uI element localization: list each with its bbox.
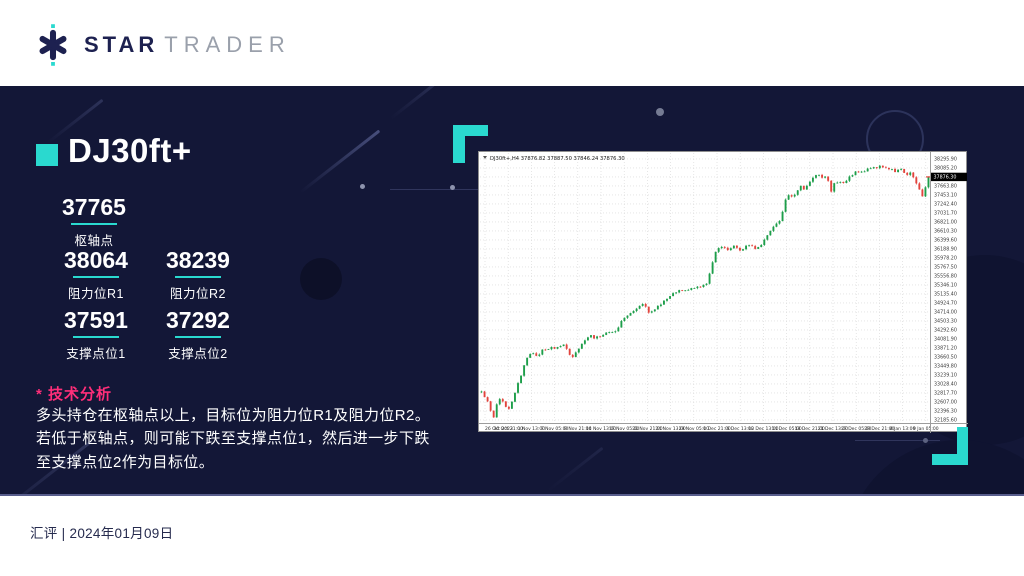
svg-text:37876.30: 37876.30 [934, 175, 957, 181]
brand-star: STAR [84, 32, 159, 57]
analysis-heading: * 技术分析 [36, 386, 113, 403]
s2-label: 支撑点位2 [168, 347, 228, 361]
page-title: DJ30ft+ [68, 132, 192, 169]
svg-text:37242.40: 37242.40 [934, 202, 957, 208]
svg-text:24 Nov 13:00: 24 Nov 13:00 [655, 426, 685, 432]
teal-underline [71, 223, 117, 225]
svg-text:1 Dec 21:00: 1 Dec 21:00 [703, 426, 731, 432]
level-s2: 37292 支撑点位2 [152, 309, 244, 362]
svg-text:35346.10: 35346.10 [934, 283, 957, 289]
svg-text:38085.20: 38085.20 [934, 166, 957, 172]
svg-text:36610.30: 36610.30 [934, 229, 957, 235]
decor-blob [300, 258, 342, 300]
s1-value: 37591 [64, 307, 128, 333]
level-s1: 37591 支撑点位1 [50, 309, 142, 362]
svg-text:38295.90: 38295.90 [934, 157, 957, 163]
corner-bracket-top-left [453, 125, 488, 163]
decor-dot [923, 438, 928, 443]
s2-value: 37292 [166, 307, 230, 333]
svg-text:37031.70: 37031.70 [934, 211, 957, 217]
svg-text:18 Dec 21:00: 18 Dec 21:00 [795, 426, 825, 432]
candlestick-chart: 38295.9038085.2037874.5037663.8037453.10… [479, 152, 968, 433]
teal-underline [73, 276, 119, 278]
svg-text:14 Dec 05:00: 14 Dec 05:00 [771, 426, 801, 432]
title-block: DJ30ft+ [36, 132, 192, 170]
svg-text:33028.40: 33028.40 [934, 382, 957, 388]
brand-trader: TRADER [164, 32, 291, 57]
teal-underline [73, 336, 119, 338]
svg-text:30 Oct 21:00: 30 Oct 21:00 [494, 426, 523, 432]
star-logo-icon [36, 23, 70, 67]
svg-text:34924.70: 34924.70 [934, 301, 957, 307]
svg-text:6 Dec 13:00: 6 Dec 13:00 [726, 426, 754, 432]
svg-text:21 Nov 21:00: 21 Nov 21:00 [632, 426, 662, 432]
corner-bracket-bottom-right [932, 427, 968, 465]
svg-text:12 Dec 13:00: 12 Dec 13:00 [748, 426, 778, 432]
svg-text:32185.60: 32185.60 [934, 418, 957, 424]
svg-text:34714.00: 34714.00 [934, 310, 957, 316]
svg-text:27 Dec 05:00: 27 Dec 05:00 [841, 426, 871, 432]
teal-underline [175, 276, 221, 278]
svg-text:35556.80: 35556.80 [934, 274, 957, 280]
svg-text:37453.10: 37453.10 [934, 193, 957, 199]
r1-value: 38064 [64, 247, 128, 273]
decor-dot [450, 185, 455, 190]
svg-text:9 Nov 21:00: 9 Nov 21:00 [564, 426, 592, 432]
svg-text:34292.60: 34292.60 [934, 328, 957, 334]
svg-text:7 Nov 05:00: 7 Nov 05:00 [541, 426, 569, 432]
svg-text:35767.50: 35767.50 [934, 265, 957, 271]
svg-text:32607.00: 32607.00 [934, 400, 957, 406]
r1-label: 阻力位R1 [68, 287, 124, 301]
svg-text:29 Nov 05:00: 29 Nov 05:00 [679, 426, 709, 432]
svg-text:34081.90: 34081.90 [934, 337, 957, 343]
level-r1: 38064 阻力位R1 [50, 249, 142, 302]
footer: 汇评 | 2024年01月09日 [0, 494, 1024, 576]
title-accent-square [36, 144, 58, 166]
decor-dot [656, 108, 664, 116]
pivot-value: 37765 [62, 194, 126, 220]
price-chart: 38295.9038085.2037874.5037663.8037453.10… [478, 151, 968, 433]
svg-text:DJ30ft+,H4 37876.82 37887.50: DJ30ft+,H4 37876.82 37887.50 37846.24 37… [490, 156, 625, 162]
svg-text:32396.30: 32396.30 [934, 409, 957, 415]
decor-dot [360, 184, 365, 189]
decor-streak [546, 446, 604, 493]
decor-streak [389, 83, 436, 120]
svg-text:33660.50: 33660.50 [934, 355, 957, 361]
svg-text:14 Nov 13:00: 14 Nov 13:00 [586, 426, 616, 432]
svg-text:4 Jan 13:00: 4 Jan 13:00 [890, 426, 916, 432]
svg-text:36399.60: 36399.60 [934, 238, 957, 244]
analysis-body: 多头持仓在枢轴点以上，目标位为阻力位R1及阻力位R2。若低于枢轴点，则可能下跌至… [36, 407, 431, 471]
svg-text:37663.80: 37663.80 [934, 184, 957, 190]
r2-label: 阻力位R2 [170, 287, 226, 301]
pivot-label: 枢轴点 [74, 234, 114, 248]
decor-line [390, 189, 520, 190]
teal-underline [175, 336, 221, 338]
footer-text: 汇评 | 2024年01月09日 [30, 526, 174, 541]
svg-text:32817.70: 32817.70 [934, 391, 957, 397]
svg-text:9 Jan 05:00: 9 Jan 05:00 [913, 426, 939, 432]
level-pivot: 37765 枢轴点 [48, 196, 140, 249]
svg-text:35135.40: 35135.40 [934, 292, 957, 298]
svg-text:35978.20: 35978.20 [934, 256, 957, 262]
r2-value: 38239 [166, 247, 230, 273]
svg-text:29 Dec 21:00: 29 Dec 21:00 [864, 426, 894, 432]
svg-text:1 Nov 13:00: 1 Nov 13:00 [518, 426, 546, 432]
svg-text:33871.20: 33871.20 [934, 346, 957, 352]
svg-text:33239.10: 33239.10 [934, 373, 957, 379]
svg-text:33449.80: 33449.80 [934, 364, 957, 370]
s1-label: 支撑点位1 [66, 347, 126, 361]
header: STAR TRADER [0, 0, 1024, 86]
svg-text:34503.30: 34503.30 [934, 319, 957, 325]
svg-text:36188.90: 36188.90 [934, 247, 957, 253]
svg-text:26 Oct 2023: 26 Oct 2023 [485, 426, 513, 432]
svg-text:21 Dec 13:00: 21 Dec 13:00 [818, 426, 848, 432]
level-r2: 38239 阻力位R2 [152, 249, 244, 302]
svg-text:17 Nov 05:00: 17 Nov 05:00 [609, 426, 639, 432]
decor-line [855, 440, 940, 441]
decor-streak [299, 129, 381, 194]
brand-text: STAR TRADER [84, 32, 291, 58]
svg-text:36821.00: 36821.00 [934, 220, 957, 226]
brand-logo: STAR TRADER [36, 23, 291, 67]
